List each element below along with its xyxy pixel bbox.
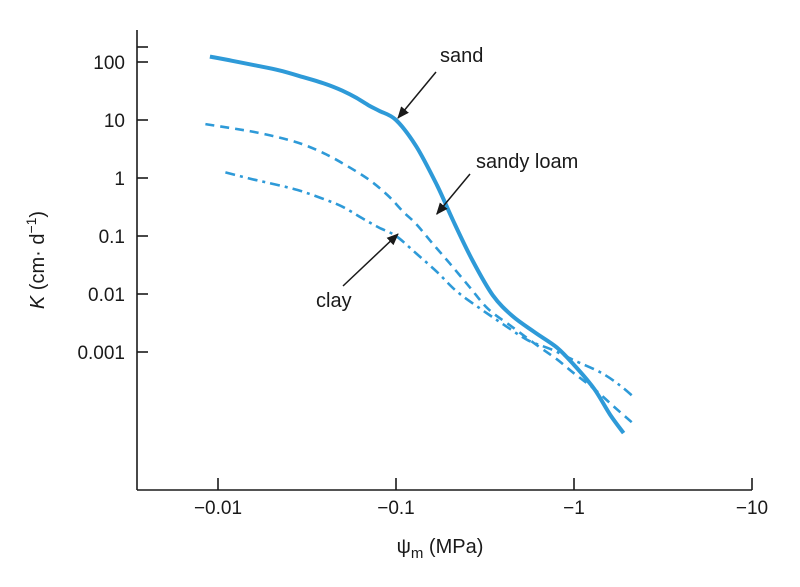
y-tick-label: 10	[104, 111, 125, 132]
y-tick-label: 1	[114, 169, 125, 190]
x-tick-label: −10	[736, 498, 768, 519]
annotation-arrow-sandy-loam	[436, 173, 471, 215]
axes: 100 10 1 0.1 0.01 0.001 −0.01 −0.1 −1 −10	[77, 30, 768, 519]
y-tick-label: 100	[93, 53, 125, 74]
annotations: sand sandy loam clay	[316, 45, 578, 312]
series-line-sand	[209, 54, 626, 435]
x-tick-label: −0.1	[377, 498, 415, 519]
series-group	[205, 54, 636, 435]
x-tick-label: −0.01	[194, 498, 242, 519]
x-axis-subscript: m	[411, 545, 424, 562]
x-axis-symbol: ψ	[397, 536, 411, 558]
y-axis-unit-close: )	[27, 211, 49, 218]
annotation-arrow-sand	[397, 71, 437, 119]
series-line-clay	[225, 171, 636, 400]
y-axis-title: K (cm· d−1)	[23, 211, 49, 309]
y-axis-unit-sup: −1	[23, 217, 39, 233]
x-axis-unit: (MPa)	[423, 536, 483, 558]
y-tick-label: 0.01	[88, 285, 125, 306]
annotation-label-sandy-loam: sandy loam	[476, 151, 578, 173]
y-axis-unit-open: (cm· d	[27, 234, 49, 296]
x-axis-title: ψm (MPa)	[397, 536, 484, 562]
y-tick-label: 0.001	[77, 343, 125, 364]
axis-titles: ψm (MPa) K (cm· d−1)	[23, 211, 483, 562]
annotation-label-sand: sand	[440, 45, 483, 67]
y-tick-label: 0.1	[99, 227, 125, 248]
annotation-label-clay: clay	[316, 290, 352, 312]
annotation-arrow-clay	[342, 233, 399, 287]
y-axis-symbol: K	[27, 294, 49, 309]
x-tick-label: −1	[563, 498, 585, 519]
